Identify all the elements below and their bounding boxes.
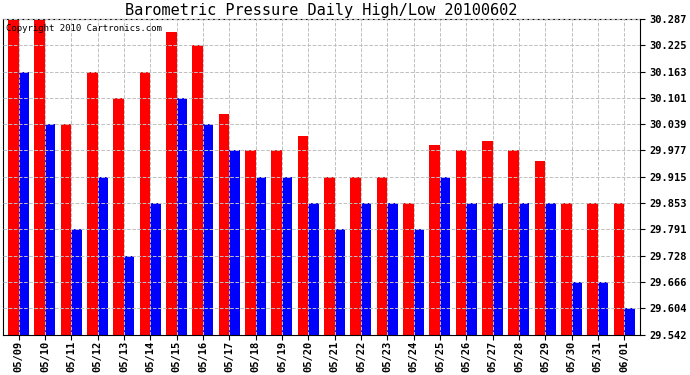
- Bar: [166, 32, 177, 335]
- Bar: [413, 229, 424, 335]
- Bar: [440, 177, 451, 335]
- Bar: [255, 177, 266, 335]
- Bar: [482, 141, 493, 335]
- Bar: [87, 72, 97, 335]
- Bar: [282, 177, 293, 335]
- Bar: [509, 150, 519, 335]
- Bar: [598, 282, 609, 335]
- Bar: [361, 203, 371, 335]
- Bar: [587, 203, 598, 335]
- Bar: [271, 150, 282, 335]
- Bar: [124, 256, 135, 335]
- Bar: [139, 72, 150, 335]
- Bar: [493, 203, 503, 335]
- Bar: [613, 203, 624, 335]
- Bar: [71, 229, 82, 335]
- Bar: [571, 282, 582, 335]
- Bar: [45, 124, 55, 335]
- Bar: [308, 203, 319, 335]
- Bar: [19, 72, 29, 335]
- Bar: [61, 124, 71, 335]
- Bar: [387, 203, 397, 335]
- Bar: [403, 203, 413, 335]
- Bar: [377, 177, 387, 335]
- Bar: [8, 19, 19, 335]
- Bar: [466, 203, 477, 335]
- Bar: [545, 203, 555, 335]
- Bar: [351, 177, 361, 335]
- Bar: [624, 309, 635, 335]
- Bar: [113, 98, 124, 335]
- Bar: [561, 203, 571, 335]
- Bar: [229, 150, 239, 335]
- Bar: [335, 229, 345, 335]
- Bar: [193, 45, 203, 335]
- Bar: [297, 136, 308, 335]
- Bar: [519, 203, 529, 335]
- Bar: [203, 124, 213, 335]
- Bar: [150, 203, 161, 335]
- Bar: [97, 177, 108, 335]
- Text: Copyright 2010 Cartronics.com: Copyright 2010 Cartronics.com: [6, 24, 162, 33]
- Bar: [429, 145, 440, 335]
- Bar: [455, 150, 466, 335]
- Title: Barometric Pressure Daily High/Low 20100602: Barometric Pressure Daily High/Low 20100…: [125, 3, 518, 18]
- Bar: [34, 19, 45, 335]
- Bar: [535, 160, 545, 335]
- Bar: [177, 98, 187, 335]
- Bar: [324, 177, 335, 335]
- Bar: [245, 150, 255, 335]
- Bar: [219, 114, 229, 335]
